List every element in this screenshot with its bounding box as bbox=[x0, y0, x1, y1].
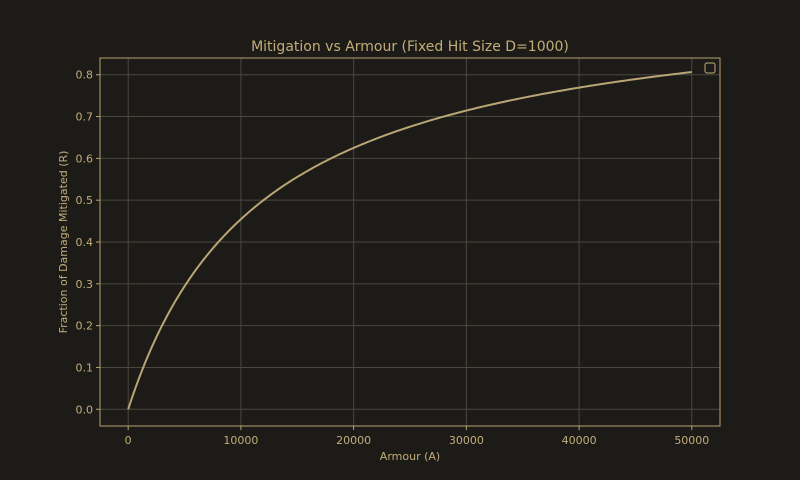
y-axis-label: Fraction of Damage Mitigated (R) bbox=[57, 151, 70, 334]
y-tick-label: 0.6 bbox=[76, 152, 94, 165]
x-tick-label: 20000 bbox=[336, 434, 371, 447]
chart-title: Mitigation vs Armour (Fixed Hit Size D=1… bbox=[251, 39, 569, 55]
x-tick-label: 10000 bbox=[223, 434, 258, 447]
y-tick-label: 0.1 bbox=[76, 361, 94, 374]
y-tick-label: 0.3 bbox=[76, 278, 94, 291]
x-tick-label: 30000 bbox=[449, 434, 484, 447]
x-tick-label: 40000 bbox=[562, 434, 597, 447]
legend bbox=[704, 62, 716, 74]
x-tick-label: 50000 bbox=[674, 434, 709, 447]
y-tick-label: 0.2 bbox=[76, 320, 94, 333]
y-tick-label: 0.4 bbox=[76, 236, 94, 249]
y-tick-label: 0.8 bbox=[76, 69, 94, 82]
legend-box bbox=[704, 62, 716, 74]
y-axis: 0.0 0.1 0.2 0.3 0.4 0.5 0.6 0.7 0.8 bbox=[76, 69, 100, 416]
y-tick-label: 0.7 bbox=[76, 111, 94, 124]
x-axis: 0 10000 20000 30000 40000 50000 bbox=[125, 426, 709, 447]
series-line-mitigation bbox=[127, 71, 692, 410]
x-tick-label: 0 bbox=[125, 434, 132, 447]
grid bbox=[100, 58, 720, 426]
x-axis-label: Armour (A) bbox=[380, 450, 440, 463]
y-tick-label: 0.0 bbox=[76, 403, 94, 416]
y-tick-label: 0.5 bbox=[76, 194, 94, 207]
